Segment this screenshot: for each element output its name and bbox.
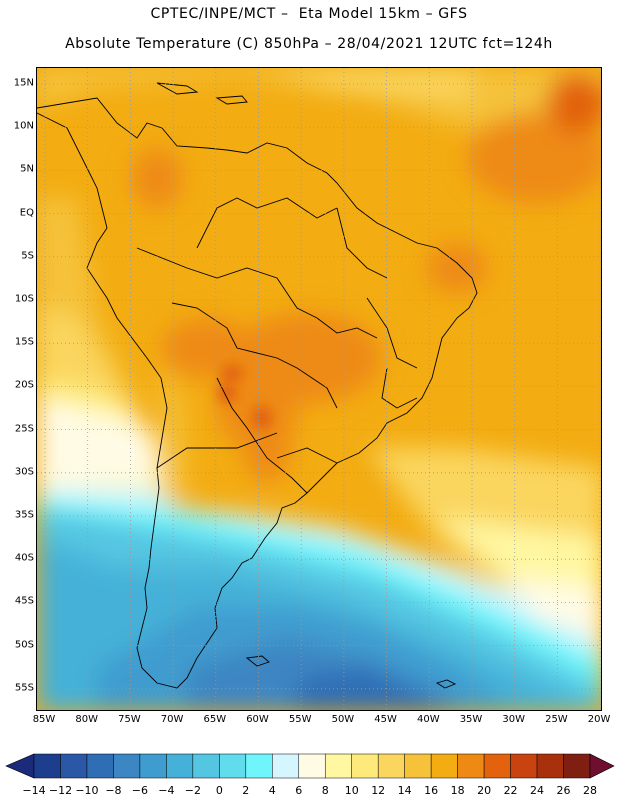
colorbar-swatch [86,753,114,779]
lon-tick-label: 35W [459,714,483,725]
lat-tick-label: 45S [14,595,34,607]
lat-tick-label: 40S [14,552,34,564]
lat-tick-label: 25S [14,423,34,435]
graticule [37,68,601,710]
colorbar-swatch [33,753,61,779]
lat-tick-label: 55S [14,682,34,694]
lon-tick-label: 25W [545,714,568,725]
colorbar-tick-label: 14 [397,784,412,797]
colorbar-tick-label: 16 [424,784,439,797]
lon-tick-label: 30W [502,714,525,725]
lon-tick-label: 55W [288,714,312,725]
colorbar-underflow-arrow [5,753,35,779]
map-canvas [37,68,601,710]
colorbar-tick-label: −6 [131,784,148,797]
colorbar-tick-label: −12 [48,784,73,797]
colorbar-swatch [60,753,88,779]
chart-title-line2: Absolute Temperature (C) 850hPa – 28/04/… [65,36,553,52]
lon-tick-label: 70W [160,714,184,725]
lon-tick-label: 40W [416,714,440,725]
colorbar-swatch [272,753,300,779]
lat-tick-label: 10S [14,293,34,305]
coastlines [37,82,478,689]
lon-tick-label: 45W [374,714,397,725]
colorbar-tick-label: 2 [242,784,250,797]
colorbar-swatch [113,753,141,779]
lon-tick-label: 85W [32,714,56,725]
colorbar-tick-label: 28 [583,784,597,797]
colorbar [5,753,615,779]
lat-tick-label: EQ [19,207,34,219]
colorbar-tick-label: −8 [105,784,122,797]
lat-tick-label: 15S [14,336,34,348]
colorbar-swatch [536,753,564,779]
lat-tick-label: 5S [21,250,34,262]
colorbar-tick-label: 4 [268,784,276,797]
colorbar-tick-label: −14 [22,784,46,797]
colorbar-tick-label: 0 [215,784,223,797]
colorbar-swatch [245,753,273,779]
colorbar-tick-label: 12 [371,784,386,797]
colorbar-tick-label: 18 [450,784,465,797]
colorbar-overflow-arrow [589,753,615,779]
lon-tick-label: 75W [118,714,141,725]
lat-tick-label: 50S [14,639,34,651]
colorbar-swatch [351,753,379,779]
lon-tick-label: 60W [246,714,269,725]
lat-tick-label: 20S [14,379,34,391]
lon-tick-label: 80W [75,714,98,725]
colorbar-tick-label: 26 [556,784,571,797]
colorbar-swatch [457,753,485,779]
temperature-field [37,68,601,710]
colorbar-swatch [139,753,167,779]
colorbar-tick-label: 6 [295,784,303,797]
lat-tick-label: 5N [20,163,34,175]
colorbar-swatch [298,753,326,779]
lon-tick-label: 50W [331,714,355,725]
colorbar-swatch [483,753,511,779]
colorbar-swatch [404,753,432,779]
colorbar-tick-label: −4 [158,784,175,797]
colorbar-swatch [510,753,538,779]
colorbar-swatch [563,753,591,779]
colorbar-swatch [219,753,247,779]
lat-tick-label: 30S [14,466,34,478]
temperature-map [36,67,602,711]
lon-tick-label: 65W [203,714,227,725]
colorbar-tick-label: 10 [344,784,359,797]
lat-tick-label: 35S [14,509,34,521]
lat-tick-label: 15N [13,77,34,89]
colorbar-tick-label: 8 [321,784,329,797]
colorbar-tick-label: 24 [530,784,545,797]
hot-spots [217,365,272,430]
colorbar-tick-label: 20 [477,784,492,797]
colorbar-swatch [192,753,220,779]
colorbar-swatch [430,753,458,779]
colorbar-tick-label: 22 [503,784,518,797]
lon-tick-label: 20W [587,714,611,725]
chart-title-line1: CPTEC/INPE/MCT – Eta Model 15km – GFS [150,6,468,22]
colorbar-swatch [324,753,352,779]
colorbar-swatch [166,753,194,779]
colorbar-swatch [377,753,405,779]
colorbar-tick-label: −2 [184,784,201,797]
colorbar-tick-label: −10 [75,784,99,797]
lat-tick-label: 10N [13,120,34,132]
